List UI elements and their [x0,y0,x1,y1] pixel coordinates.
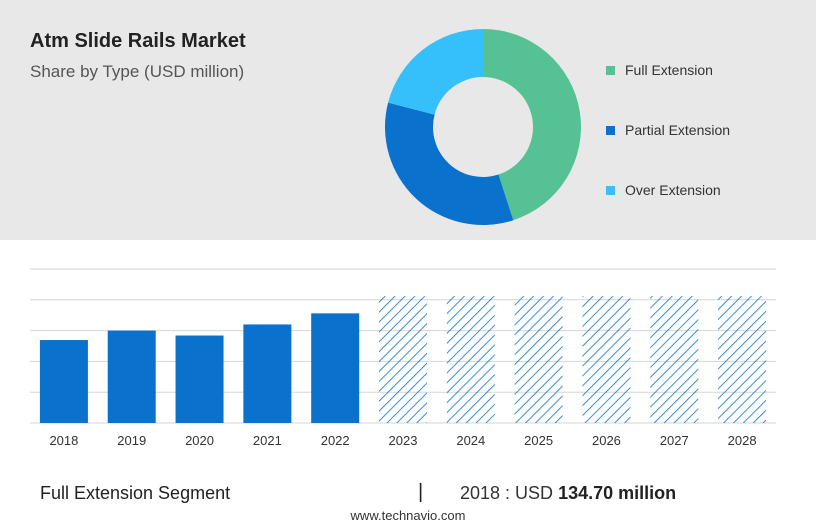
footer-value-amount: 134.70 million [558,483,677,503]
legend-swatch [606,65,615,75]
forecast-bar-2023 [379,296,427,423]
bar-2019 [107,330,156,423]
bar-chart: 2018 2019 2020 2021 2022 2023 2024 2025 2026 2027… [30,268,776,448]
bar-2021 [243,324,292,423]
donut-legend: Full Extension Partial Extension Over Ex… [606,58,730,238]
legend-item-partial-extension: Partial Extension [606,118,730,142]
footer-value: 2018 : USD 134.70 million [460,483,676,504]
legend-item-full-extension: Full Extension [606,58,730,82]
donut-slice-over-extension [388,29,483,115]
donut-slice-full-extension [483,29,581,221]
bar-2022 [311,313,360,423]
x-tick-label: 2020 [185,433,214,448]
forecast-bar-2026 [582,296,631,423]
legend-swatch [606,185,615,195]
legend-swatch [606,125,615,135]
source-link[interactable]: www.technavio.com [350,508,466,523]
x-tick-label: 2025 [524,433,553,448]
legend-label: Over Extension [625,182,721,198]
legend-label: Full Extension [625,62,713,78]
bar-2018 [39,340,88,423]
x-tick-label: 2028 [728,433,757,448]
footer-segment-label: Full Extension Segment [40,483,231,503]
x-tick-label: 2019 [117,433,146,448]
legend-label: Partial Extension [625,122,731,138]
donut-slice-partial-extension [385,102,514,225]
bar-2020 [175,335,224,423]
x-tick-label: 2018 [49,433,78,448]
x-tick-label: 2022 [321,433,350,448]
forecast-bar-2024 [446,296,495,423]
forecast-bar-2025 [514,296,563,423]
x-tick-label: 2023 [389,433,418,448]
forecast-bar-2028 [718,296,767,423]
footer-value-prefix: 2018 : USD [460,483,554,503]
forecast-bar-2027 [650,296,699,423]
donut-chart [385,29,581,225]
x-tick-label: 2027 [660,433,689,448]
x-tick-label: 2024 [456,433,485,448]
footer-separator: | [418,481,424,503]
x-tick-label: 2026 [592,433,621,448]
x-tick-label: 2021 [253,433,282,448]
legend-item-over-extension: Over Extension [606,178,730,202]
chart-title: Atm Slide Rails Market [30,30,246,52]
chart-subtitle: Share by Type (USD million) [30,62,245,81]
